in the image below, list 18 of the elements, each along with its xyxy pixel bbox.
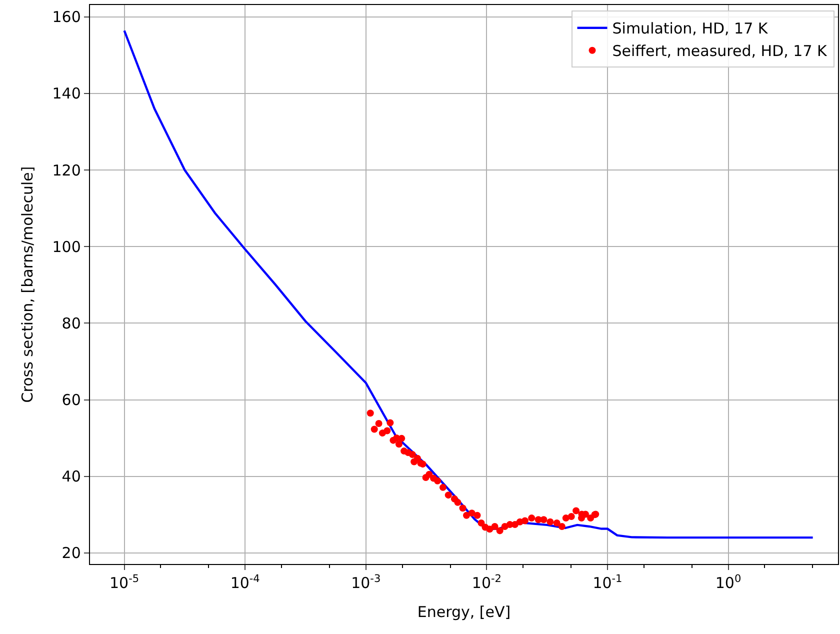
y-tick-label: 40 [62, 468, 81, 486]
x-tick-label: 10$^{0}$ [715, 572, 742, 592]
y-tick-label: 100 [52, 238, 81, 256]
y-tick-label: 120 [52, 161, 81, 180]
legend-label: Seiffert, measured, HD, 17 K [612, 42, 828, 60]
x-tick-label: 10$^{-3}$ [351, 572, 381, 592]
x-tick-label: 10$^{-5}$ [110, 572, 140, 592]
y-tick-label: 140 [52, 84, 81, 103]
y-tick-label: 80 [62, 314, 81, 332]
x-tick-label: 10$^{-2}$ [472, 572, 502, 592]
y-tick-label: 160 [52, 8, 81, 26]
x-tick-label: 10$^{-1}$ [592, 572, 622, 592]
x-tick-label: 10$^{-4}$ [230, 572, 260, 592]
y-tick-label: 20 [62, 544, 81, 562]
x-axis-title: Energy, [eV] [417, 603, 511, 622]
y-axis-title: Cross section, [barns/molecule] [18, 166, 37, 403]
y-tick-label: 60 [62, 391, 81, 409]
legend-label: Simulation, HD, 17 K [612, 20, 769, 38]
